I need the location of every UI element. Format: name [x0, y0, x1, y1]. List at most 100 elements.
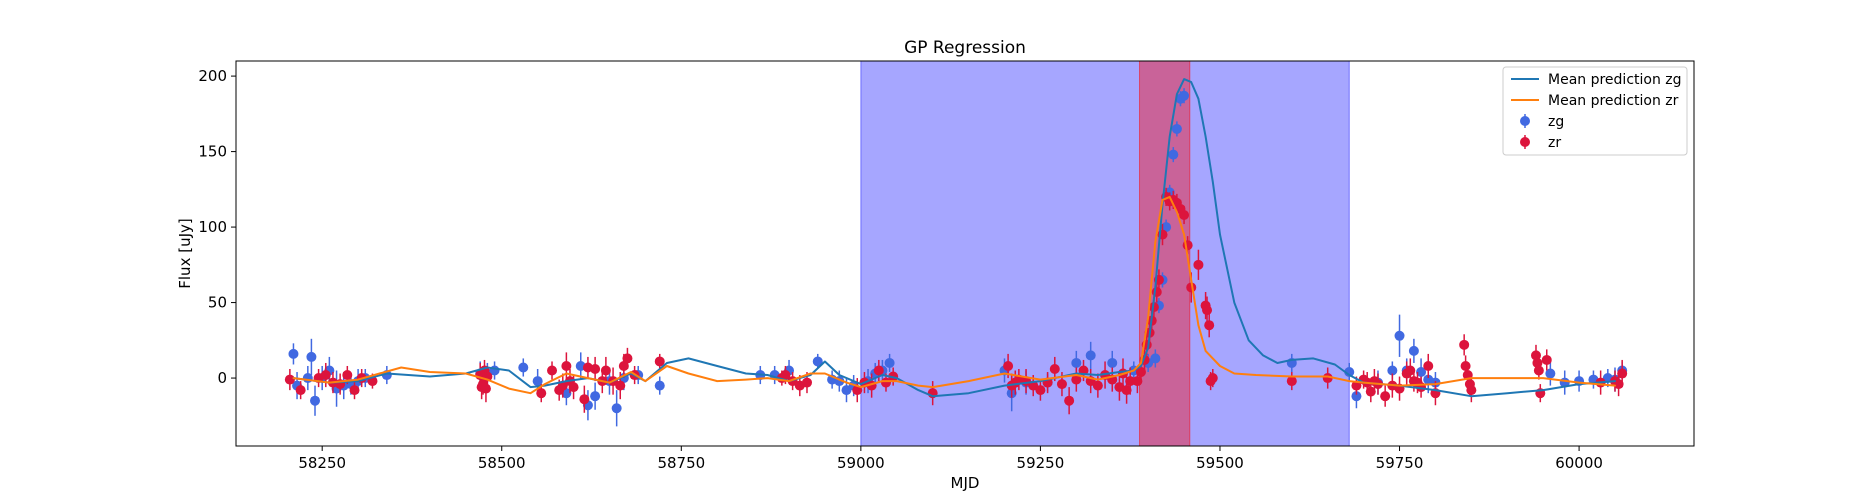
point-zr: [579, 394, 590, 405]
point-zr: [1533, 365, 1544, 376]
point-zr: [349, 385, 360, 396]
y-axis: 0 50 100 150 200: [198, 67, 236, 387]
point-zr: [1530, 350, 1541, 361]
point-zg: [1161, 222, 1172, 233]
point-zr: [1380, 391, 1391, 402]
point-zr: [480, 383, 491, 394]
point-zr: [1466, 385, 1477, 396]
point-zr: [1459, 339, 1470, 350]
point-zr: [295, 385, 306, 396]
y-tick-label: 150: [198, 143, 227, 161]
legend-label: zg: [1548, 114, 1564, 130]
legend-label: Mean prediction zg: [1548, 72, 1682, 88]
point-zr: [1405, 365, 1416, 376]
point-zg: [654, 380, 665, 391]
point-zr: [801, 377, 812, 388]
point-zg: [1179, 90, 1190, 101]
point-zg: [1107, 357, 1118, 368]
point-zg: [1344, 367, 1355, 378]
point-zr: [880, 377, 891, 388]
point-zr: [1132, 376, 1143, 387]
point-zg: [1545, 368, 1556, 379]
y-tick-label: 200: [198, 67, 227, 85]
point-zr: [1532, 357, 1543, 368]
point-zr: [1613, 379, 1624, 390]
legend-marker-swatch: [1520, 116, 1530, 126]
point-zg: [1351, 391, 1362, 402]
point-zr: [342, 370, 353, 381]
y-axis-label: Flux [uJy]: [176, 218, 194, 288]
point-zr: [1049, 364, 1060, 374]
x-tick-label: 58750: [657, 454, 705, 472]
point-zg: [1071, 357, 1082, 368]
point-zr: [1071, 374, 1082, 385]
point-zg: [1387, 365, 1398, 376]
point-zg: [812, 356, 823, 367]
x-tick-label: 58250: [298, 454, 346, 472]
point-zr: [1179, 210, 1190, 220]
point-zr: [1125, 376, 1136, 387]
legend-box: [1502, 66, 1688, 156]
point-zr: [568, 382, 579, 393]
point-zr: [561, 360, 572, 371]
point-zg: [884, 357, 895, 368]
x-tick-label: 60000: [1555, 454, 1603, 472]
point-zr: [1003, 360, 1014, 371]
point-zg: [1408, 345, 1419, 356]
point-zr: [1092, 380, 1103, 391]
point-zg: [1171, 123, 1182, 134]
point-zr: [1064, 395, 1075, 406]
point-zr: [615, 380, 626, 391]
point-zr: [780, 370, 791, 381]
chart-title: GP Regression: [904, 38, 1026, 58]
x-tick-label: 59000: [837, 454, 885, 472]
point-zr: [1286, 376, 1297, 387]
point-zr: [1204, 320, 1215, 331]
point-zg: [590, 391, 601, 402]
legend-label: zr: [1548, 135, 1561, 151]
point-zr: [1135, 367, 1146, 378]
y-tick-label: 0: [217, 369, 227, 387]
point-zr: [1423, 360, 1434, 371]
point-zr: [320, 370, 331, 381]
point-zr: [1151, 287, 1162, 297]
x-axis-label: MJD: [951, 474, 980, 492]
point-zr: [1193, 259, 1204, 270]
point-zr: [590, 364, 601, 374]
point-zg: [611, 403, 622, 414]
y-tick-label: 50: [208, 294, 227, 312]
point-zr: [618, 360, 629, 371]
point-zr: [600, 365, 611, 376]
point-zr: [1460, 360, 1471, 371]
point-zr: [1202, 305, 1213, 316]
point-zg: [1394, 330, 1405, 341]
point-zg: [1150, 353, 1161, 364]
point-zr: [622, 353, 633, 364]
point-zg: [841, 385, 852, 396]
point-zg: [532, 376, 543, 387]
x-tick-label: 59500: [1196, 454, 1244, 472]
x-tick-label: 59750: [1376, 454, 1424, 472]
point-zg: [306, 351, 317, 362]
point-zr: [1035, 385, 1046, 396]
point-zg: [288, 348, 299, 359]
plot-frame: [235, 60, 1695, 447]
point-zr: [547, 365, 558, 376]
point-zr: [284, 374, 295, 385]
legend: Mean prediction zg Mean prediction zr zg zr: [1502, 66, 1688, 156]
point-zg: [1168, 149, 1179, 160]
point-zr: [1365, 386, 1376, 397]
point-zr: [1182, 240, 1193, 251]
point-zg: [518, 362, 529, 373]
point-zg: [310, 395, 321, 406]
x-tick-label: 58500: [478, 454, 526, 472]
series-layer: [284, 78, 1628, 427]
point-zg: [1085, 350, 1096, 361]
legend-label: Mean prediction zr: [1548, 93, 1679, 109]
x-axis: 58250 58500 58750 59000 59250 59500 59750 60000: [298, 446, 1603, 472]
line-mean-prediction-zr: [292, 195, 1616, 395]
point-zr: [1207, 373, 1218, 384]
plot-content: [284, 78, 1628, 427]
point-zr: [1541, 354, 1552, 365]
